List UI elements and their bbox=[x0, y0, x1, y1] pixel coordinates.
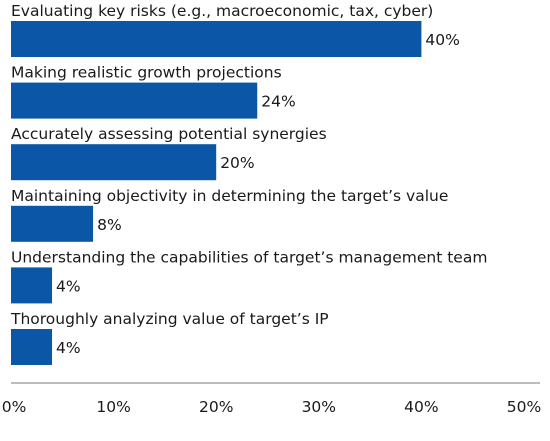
value-label: 24% bbox=[261, 93, 295, 111]
value-label: 40% bbox=[425, 31, 459, 49]
bars-layer: Evaluating key risks (e.g., macroeconomi… bbox=[10, 2, 487, 365]
bar bbox=[11, 329, 53, 365]
bar bbox=[11, 21, 422, 57]
category-label: Thoroughly analyzing value of target’s I… bbox=[10, 310, 329, 328]
category-label: Making realistic growth projections bbox=[11, 64, 282, 82]
bar bbox=[11, 205, 94, 242]
x-axis-ticks: 0% 10% 20% 30% 40% 50% bbox=[2, 398, 542, 416]
category-label: Evaluating key risks (e.g., macroeconomi… bbox=[11, 2, 433, 20]
x-tick-label: 0% bbox=[2, 398, 27, 416]
category-label: Maintaining objectivity in determining t… bbox=[11, 187, 448, 205]
x-tick-label: 50% bbox=[507, 398, 541, 416]
category-label: Accurately assessing potential synergies bbox=[11, 125, 327, 143]
category-label: Understanding the capabilities of target… bbox=[11, 248, 487, 266]
value-label: 20% bbox=[220, 154, 254, 172]
value-label: 8% bbox=[97, 216, 122, 234]
x-tick-label: 40% bbox=[404, 398, 438, 416]
x-tick-label: 30% bbox=[302, 398, 336, 416]
value-label: 4% bbox=[56, 339, 81, 357]
bar bbox=[11, 82, 258, 119]
x-tick-label: 10% bbox=[96, 398, 130, 416]
value-label: 4% bbox=[56, 277, 81, 295]
bar bbox=[11, 144, 217, 181]
x-tick-label: 20% bbox=[199, 398, 233, 416]
bar bbox=[11, 267, 53, 304]
